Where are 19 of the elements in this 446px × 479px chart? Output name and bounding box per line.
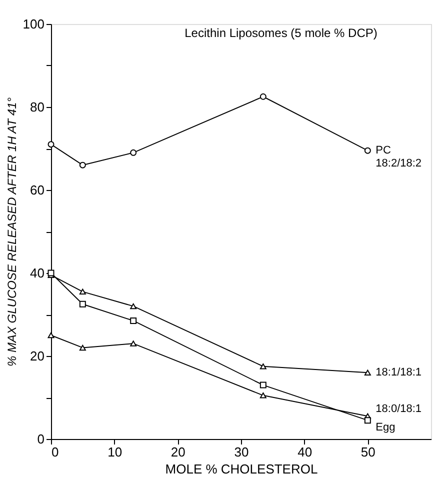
y-tick-label: 40 bbox=[30, 266, 44, 280]
series-label: 18:1/18:1 bbox=[376, 366, 422, 379]
x-tick-label: 20 bbox=[170, 444, 186, 460]
series-label: 18:0/18:1 bbox=[376, 403, 422, 416]
x-tick-label: 30 bbox=[234, 444, 249, 460]
series-label: PC 18:2/18:2 bbox=[376, 144, 422, 170]
series-label: Egg bbox=[376, 421, 396, 434]
chart-title: Lecithin Liposomes (5 mole % DCP) bbox=[184, 26, 378, 40]
x-axis-title: MOLE % CHOLESTEROL bbox=[165, 462, 318, 476]
x-tick-label: 40 bbox=[298, 444, 312, 460]
y-tick-label: 60 bbox=[30, 182, 44, 198]
y-tick-label: 100 bbox=[22, 16, 44, 32]
x-tick-label: 50 bbox=[360, 444, 376, 460]
y-axis-title: % MAX GLUCOSE RELEASED AFTER 1H AT 41° bbox=[4, 97, 19, 367]
x-tick-label: 0 bbox=[52, 444, 59, 460]
x-tick-label: 10 bbox=[108, 444, 122, 460]
y-tick-label: 20 bbox=[30, 348, 44, 364]
y-tick-label: 80 bbox=[30, 100, 44, 114]
y-tick-label: 0 bbox=[37, 432, 44, 446]
